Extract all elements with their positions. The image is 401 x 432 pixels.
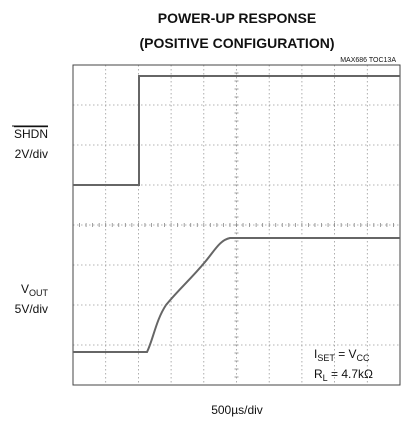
cond-a-sub: SET — [317, 353, 335, 363]
time-scale: 500µs/div — [211, 403, 263, 417]
cond-a: I — [314, 347, 317, 361]
cond-a: R — [314, 367, 323, 381]
condition: ISET = VCC — [314, 347, 370, 363]
channel-scale: 2V/div — [15, 147, 48, 161]
scope-frame — [72, 64, 401, 386]
cond-b: = V — [335, 347, 357, 361]
vout-trace — [73, 237, 400, 353]
cond-a-sub: L — [323, 373, 328, 383]
channel-name-sub: OUT — [29, 288, 49, 298]
cond-b: = 4.7kΩ — [328, 367, 373, 381]
channel-name: VOUT — [21, 282, 49, 298]
cond-b-sub: CC — [357, 353, 370, 363]
title-line: POWER-UP RESPONSE — [158, 10, 316, 26]
figure-id: MAX686 TOC13A — [340, 57, 396, 64]
shdn-trace — [73, 75, 400, 186]
channel-name: SHDN — [14, 127, 48, 141]
title-line: (POSITIVE CONFIGURATION) — [140, 35, 335, 51]
condition: RL = 4.7kΩ — [314, 367, 373, 383]
channel-name-main: V — [21, 282, 29, 296]
scope-grid — [73, 65, 400, 385]
channel-scale: 5V/div — [15, 302, 48, 316]
